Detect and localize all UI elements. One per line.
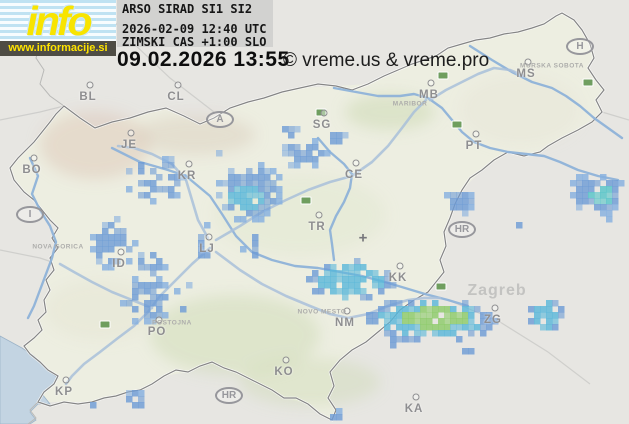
city-marker-ms [524,58,532,66]
radar-precipitation-layer [90,126,625,421]
place-name: MARIBOR [392,100,428,108]
info-logo[interactable]: info [0,0,116,41]
airport-cross-marker: + [358,229,368,247]
city-marker-sg [320,109,328,117]
city-label-cl: CL [167,91,185,103]
logo-url-link[interactable]: www.informacije.si [0,41,116,56]
city-label-ko: KO [274,366,294,378]
place-name: Zagreb [467,282,527,299]
city-marker-tr [315,211,323,219]
city-marker-kp [62,376,70,384]
city-label-bo: BO [22,164,42,176]
city-label-po: PO [147,326,167,338]
city-label-pt: PT [465,140,483,152]
radar-scan-time: 2026-02-09 12:40 UTC [122,22,267,36]
place-name: MURSKA SOBOTA [520,62,584,70]
city-marker-zg [491,304,499,312]
city-marker-mb [427,79,435,87]
place-name: NOVA GORICA [32,243,84,251]
country-badge-a: A [206,111,234,128]
place-name: NOVO MESTO [297,308,347,316]
copyright-credit: © vreme.us & vreme.pro [283,50,490,71]
city-label-ms: MS [516,68,536,80]
city-label-je: JE [120,139,138,151]
radar-station-name: ARSO SIRAD SI1 SI2 [122,2,253,16]
city-marker-kr [185,160,193,168]
city-label-ce: CE [345,169,363,181]
city-marker-po [155,316,163,324]
city-label-kk: KK [388,272,408,284]
city-marker-pt [472,130,480,138]
city-label-kr: KR [177,170,197,182]
city-label-nm: NM [335,317,355,329]
city-label-mb: MB [419,89,439,101]
country-badge-hr: HR [448,221,476,238]
city-label-lj: LJ [199,243,215,255]
terrain-shading [40,75,580,406]
radar-header-box: ARSO SIRAD SI1 SI2 2026-02-09 12:40 UTC … [117,0,273,49]
city-marker-bl [86,81,94,89]
city-marker-lj [205,233,213,241]
city-label-kp: KP [55,386,73,398]
city-label-sg: SG [312,119,332,131]
city-marker-ce [352,159,360,167]
info-logo-text: info [26,0,92,41]
city-marker-ko [282,356,290,364]
city-label-tr: TR [308,221,326,233]
city-marker-id [117,248,125,256]
city-marker-bo [30,154,38,162]
city-label-id: ID [112,258,126,270]
city-marker-nm [343,307,351,315]
city-label-ka: KA [404,403,424,415]
city-label-zg: ZG [484,314,502,326]
place-name: POSTOJNA [152,319,192,327]
country-badge-h: H [566,38,594,55]
city-marker-je [127,129,135,137]
city-label-bl: BL [79,91,97,103]
city-marker-ka [412,393,420,401]
country-badge-hr: HR [215,387,243,404]
highways [58,66,526,386]
city-marker-kk [396,262,404,270]
country-badge-i: I [16,206,44,223]
city-marker-cl [174,81,182,89]
local-datetime: 09.02.2026 13:55 [117,48,290,71]
radar-time-note: ZIMSKI CAS +1:00 SLO [122,35,267,49]
